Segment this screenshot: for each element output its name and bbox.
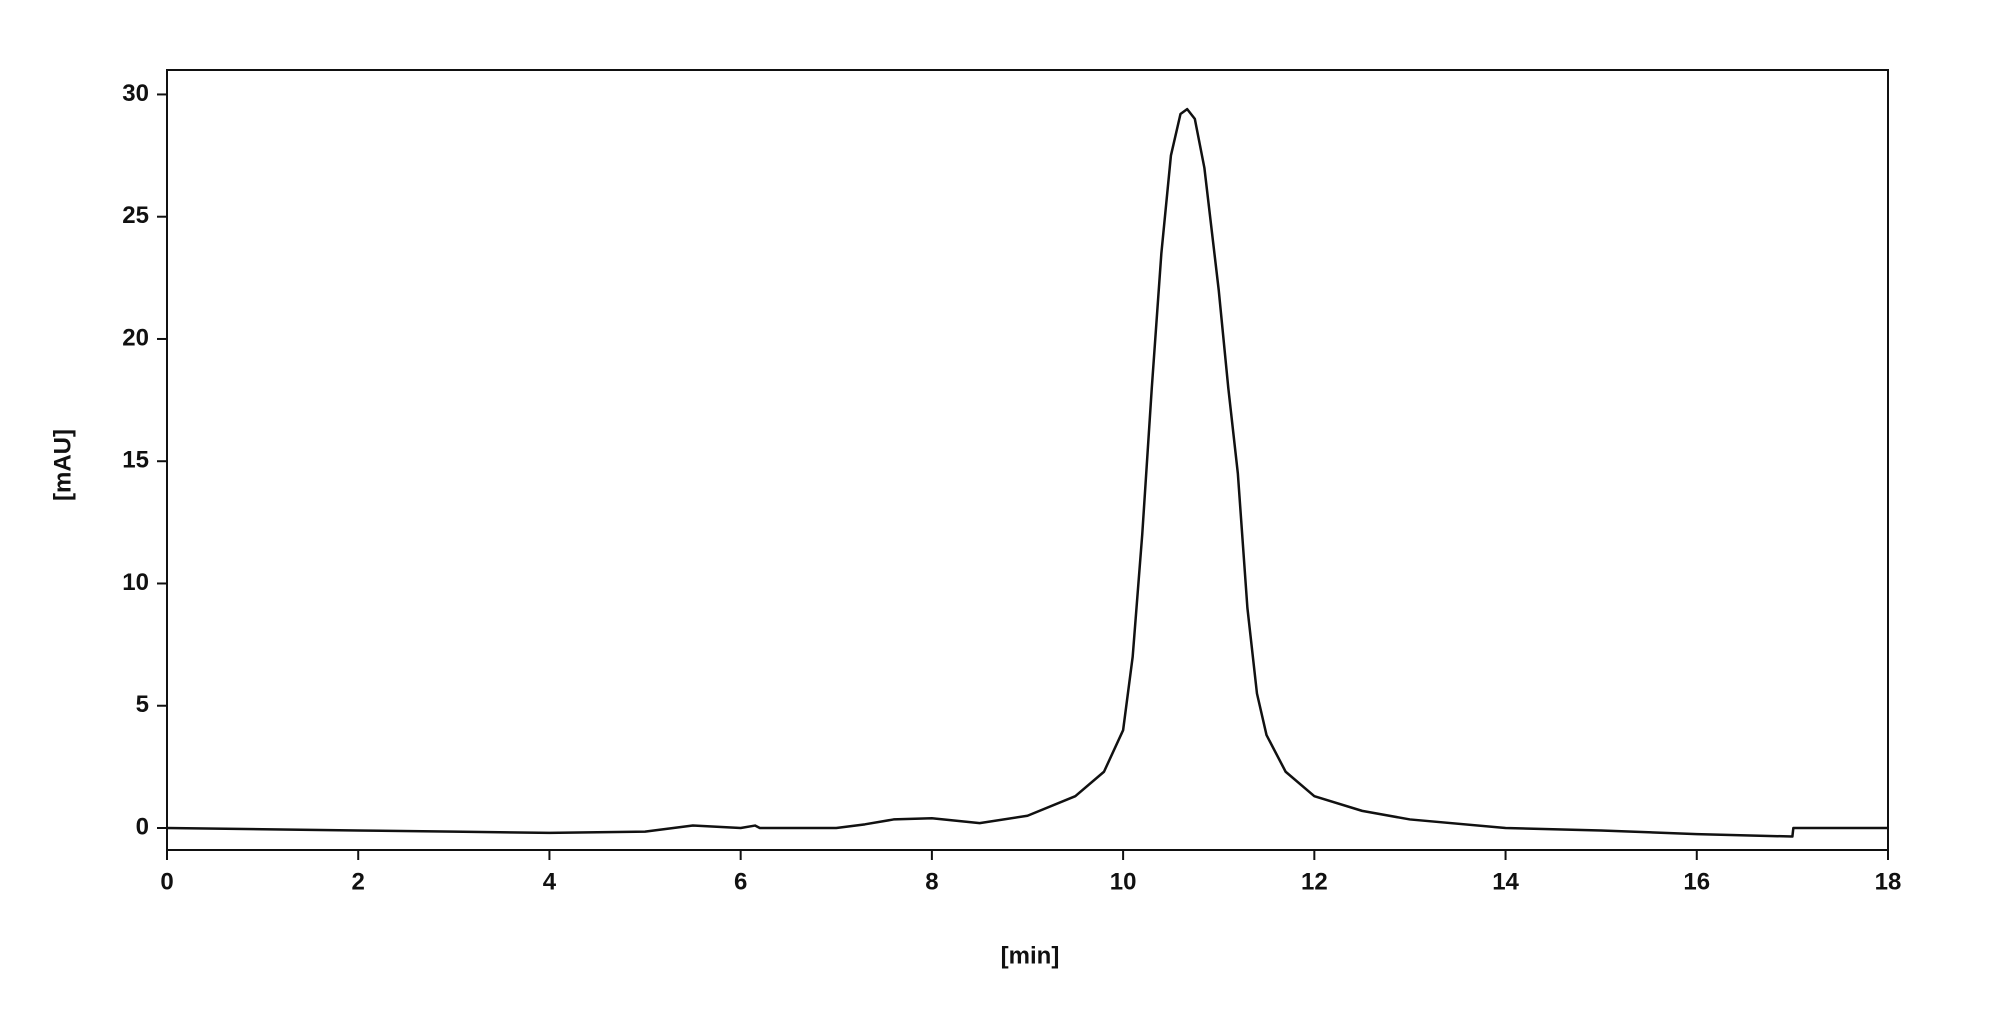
x-tick-label: 14: [1492, 868, 1519, 895]
trace: [166, 107, 1888, 838]
x-axis-label: [min]: [1001, 942, 1060, 969]
y-tick-label: 10: [122, 569, 149, 596]
x-tick-label: 2: [352, 868, 365, 895]
x-tick-label: 10: [1110, 868, 1137, 895]
y-tick-label: 20: [122, 324, 149, 351]
y-tick-label: 15: [122, 447, 149, 474]
y-tick-label: 30: [122, 80, 149, 107]
x-tick-label: 16: [1683, 868, 1710, 895]
x-tick-label: 12: [1301, 868, 1328, 895]
y-tick-label: 25: [122, 202, 149, 229]
x-tick-label: 6: [734, 868, 747, 895]
y-axis-label: [mAU]: [49, 429, 76, 501]
plot-frame: [166, 69, 1889, 851]
y-tick-label: 5: [136, 691, 149, 718]
x-tick-label: 8: [925, 868, 938, 895]
x-tick-label: 0: [160, 868, 173, 895]
x-tick-label: 4: [543, 868, 557, 895]
x-tick-label: 18: [1875, 868, 1902, 895]
y-tick-label: 0: [136, 813, 149, 840]
